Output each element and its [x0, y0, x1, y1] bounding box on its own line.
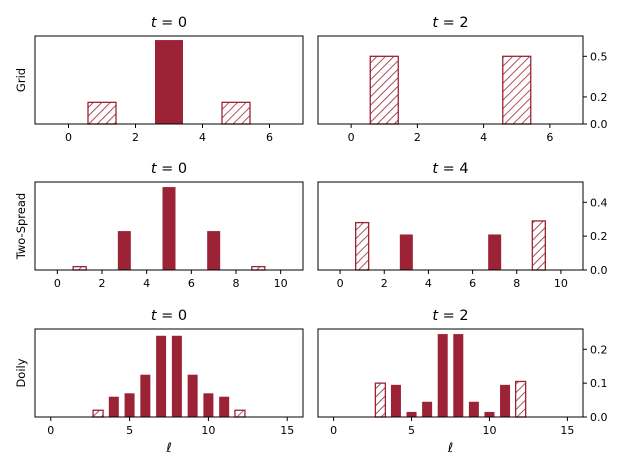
bar-7: [156, 335, 167, 417]
x-tick-label: 4: [199, 131, 206, 144]
x-tick-label: 2: [381, 277, 388, 290]
x-tick-label: 15: [560, 424, 574, 437]
x-tick-label: 0: [47, 424, 54, 437]
x-tick-label: 5: [408, 424, 415, 437]
panel-title: t = 0: [151, 308, 187, 324]
x-tick-label: 2: [132, 131, 139, 144]
y-tick-label: 0.4: [590, 196, 608, 209]
bar-5: [124, 393, 135, 417]
bar-8: [453, 334, 464, 417]
bar-7: [488, 234, 502, 270]
bar-3: [117, 231, 131, 270]
bar-7: [437, 334, 448, 417]
axes-frame: [317, 181, 584, 271]
row-label: Two-Spread: [14, 193, 28, 260]
panel-6: 0 5 10 15 0.0 0.1 0.2 t = 2 ℓ: [317, 308, 608, 456]
panel-4: 0 2 4 6 8 10 0.0 0.2 0.4 t = 4: [317, 161, 608, 290]
panel-3: 0 2 4 6 8 10 t = 0 Two-Spread: [14, 161, 304, 290]
x-tick-label: 4: [480, 131, 487, 144]
y-tick-label: 0.2: [590, 230, 608, 243]
hatched-bar-12: [515, 380, 527, 418]
bar-5: [162, 187, 176, 270]
hatched-bar-5: [221, 101, 251, 125]
bar-10: [203, 393, 214, 417]
panel-title: t = 0: [151, 15, 187, 31]
x-tick-label: 6: [266, 131, 273, 144]
axes-frame: [34, 181, 304, 271]
row-label: Grid: [14, 68, 28, 92]
axes-frame: [317, 328, 584, 418]
x-tick-label: 10: [554, 277, 568, 290]
hatched-bar-1: [355, 221, 370, 271]
bar-9: [468, 401, 479, 417]
x-tick-label: 0: [54, 277, 61, 290]
y-tick-label: 0.2: [590, 91, 608, 104]
bar-4: [390, 384, 401, 417]
y-tick-label: 0.0: [590, 118, 608, 131]
x-tick-label: 15: [280, 424, 294, 437]
panel-title: t = 2: [432, 15, 468, 31]
hatched-bar-3: [374, 382, 387, 418]
hatched-bar-1: [369, 55, 399, 125]
panel-5: 0 5 10 15 t = 0 Doily ℓ: [14, 308, 304, 456]
x-tick-label: 2: [414, 131, 421, 144]
x-tick-label: 6: [188, 277, 195, 290]
x-tick-label: 10: [201, 424, 215, 437]
axes-frame: [34, 328, 304, 418]
x-tick-label: 0: [330, 424, 337, 437]
x-tick-label: 8: [513, 277, 520, 290]
x-tick-label: 0: [348, 131, 355, 144]
bar-11: [219, 396, 230, 417]
panel-2: 0 2 4 6 0.0 0.2 0.5 t = 2: [317, 15, 608, 144]
hatched-bar-9: [251, 265, 266, 271]
y-tick-label: 0.1: [590, 377, 608, 390]
panel-1: 0 2 4 6 t = 0 Grid: [14, 15, 304, 144]
bar-11: [500, 384, 511, 417]
bar-7: [207, 231, 221, 270]
x-axis-label: ℓ: [447, 441, 453, 456]
bar-5: [406, 411, 417, 417]
x-tick-label: 6: [469, 277, 476, 290]
panel-title: t = 2: [432, 308, 468, 324]
panel-title: t = 4: [432, 161, 468, 177]
hatched-bar-1: [72, 265, 87, 271]
bar-6: [140, 374, 151, 417]
x-tick-label: 10: [274, 277, 288, 290]
bar-9: [187, 374, 198, 417]
x-axis-label: ℓ: [165, 441, 171, 456]
y-tick-label: 0.2: [590, 343, 608, 356]
axes-frame: [317, 35, 584, 125]
bar-4: [108, 396, 119, 417]
x-tick-label: 0: [337, 277, 344, 290]
bar-3: [399, 234, 413, 270]
y-tick-label: 0.0: [590, 264, 608, 277]
hatched-bar-5: [502, 55, 532, 125]
x-tick-label: 5: [126, 424, 133, 437]
panel-title: t = 0: [151, 161, 187, 177]
bar-6: [422, 401, 433, 417]
hatched-bar-1: [87, 101, 117, 125]
x-tick-label: 10: [482, 424, 496, 437]
x-tick-label: 8: [233, 277, 240, 290]
hatched-bar-9: [531, 220, 546, 271]
bar-10: [484, 411, 495, 417]
axes-frame: [34, 35, 304, 125]
x-tick-label: 4: [143, 277, 150, 290]
bar-3: [155, 40, 183, 125]
x-tick-label: 4: [425, 277, 432, 290]
hatched-bar-12: [234, 409, 246, 418]
x-tick-label: 2: [99, 277, 106, 290]
bar-8: [171, 335, 182, 417]
hatched-bar-3: [92, 409, 104, 418]
y-tick-label: 0.5: [590, 50, 608, 63]
row-label: Doily: [14, 358, 28, 387]
y-tick-label: 0.0: [590, 411, 608, 424]
x-tick-label: 6: [546, 131, 553, 144]
x-tick-label: 0: [65, 131, 72, 144]
